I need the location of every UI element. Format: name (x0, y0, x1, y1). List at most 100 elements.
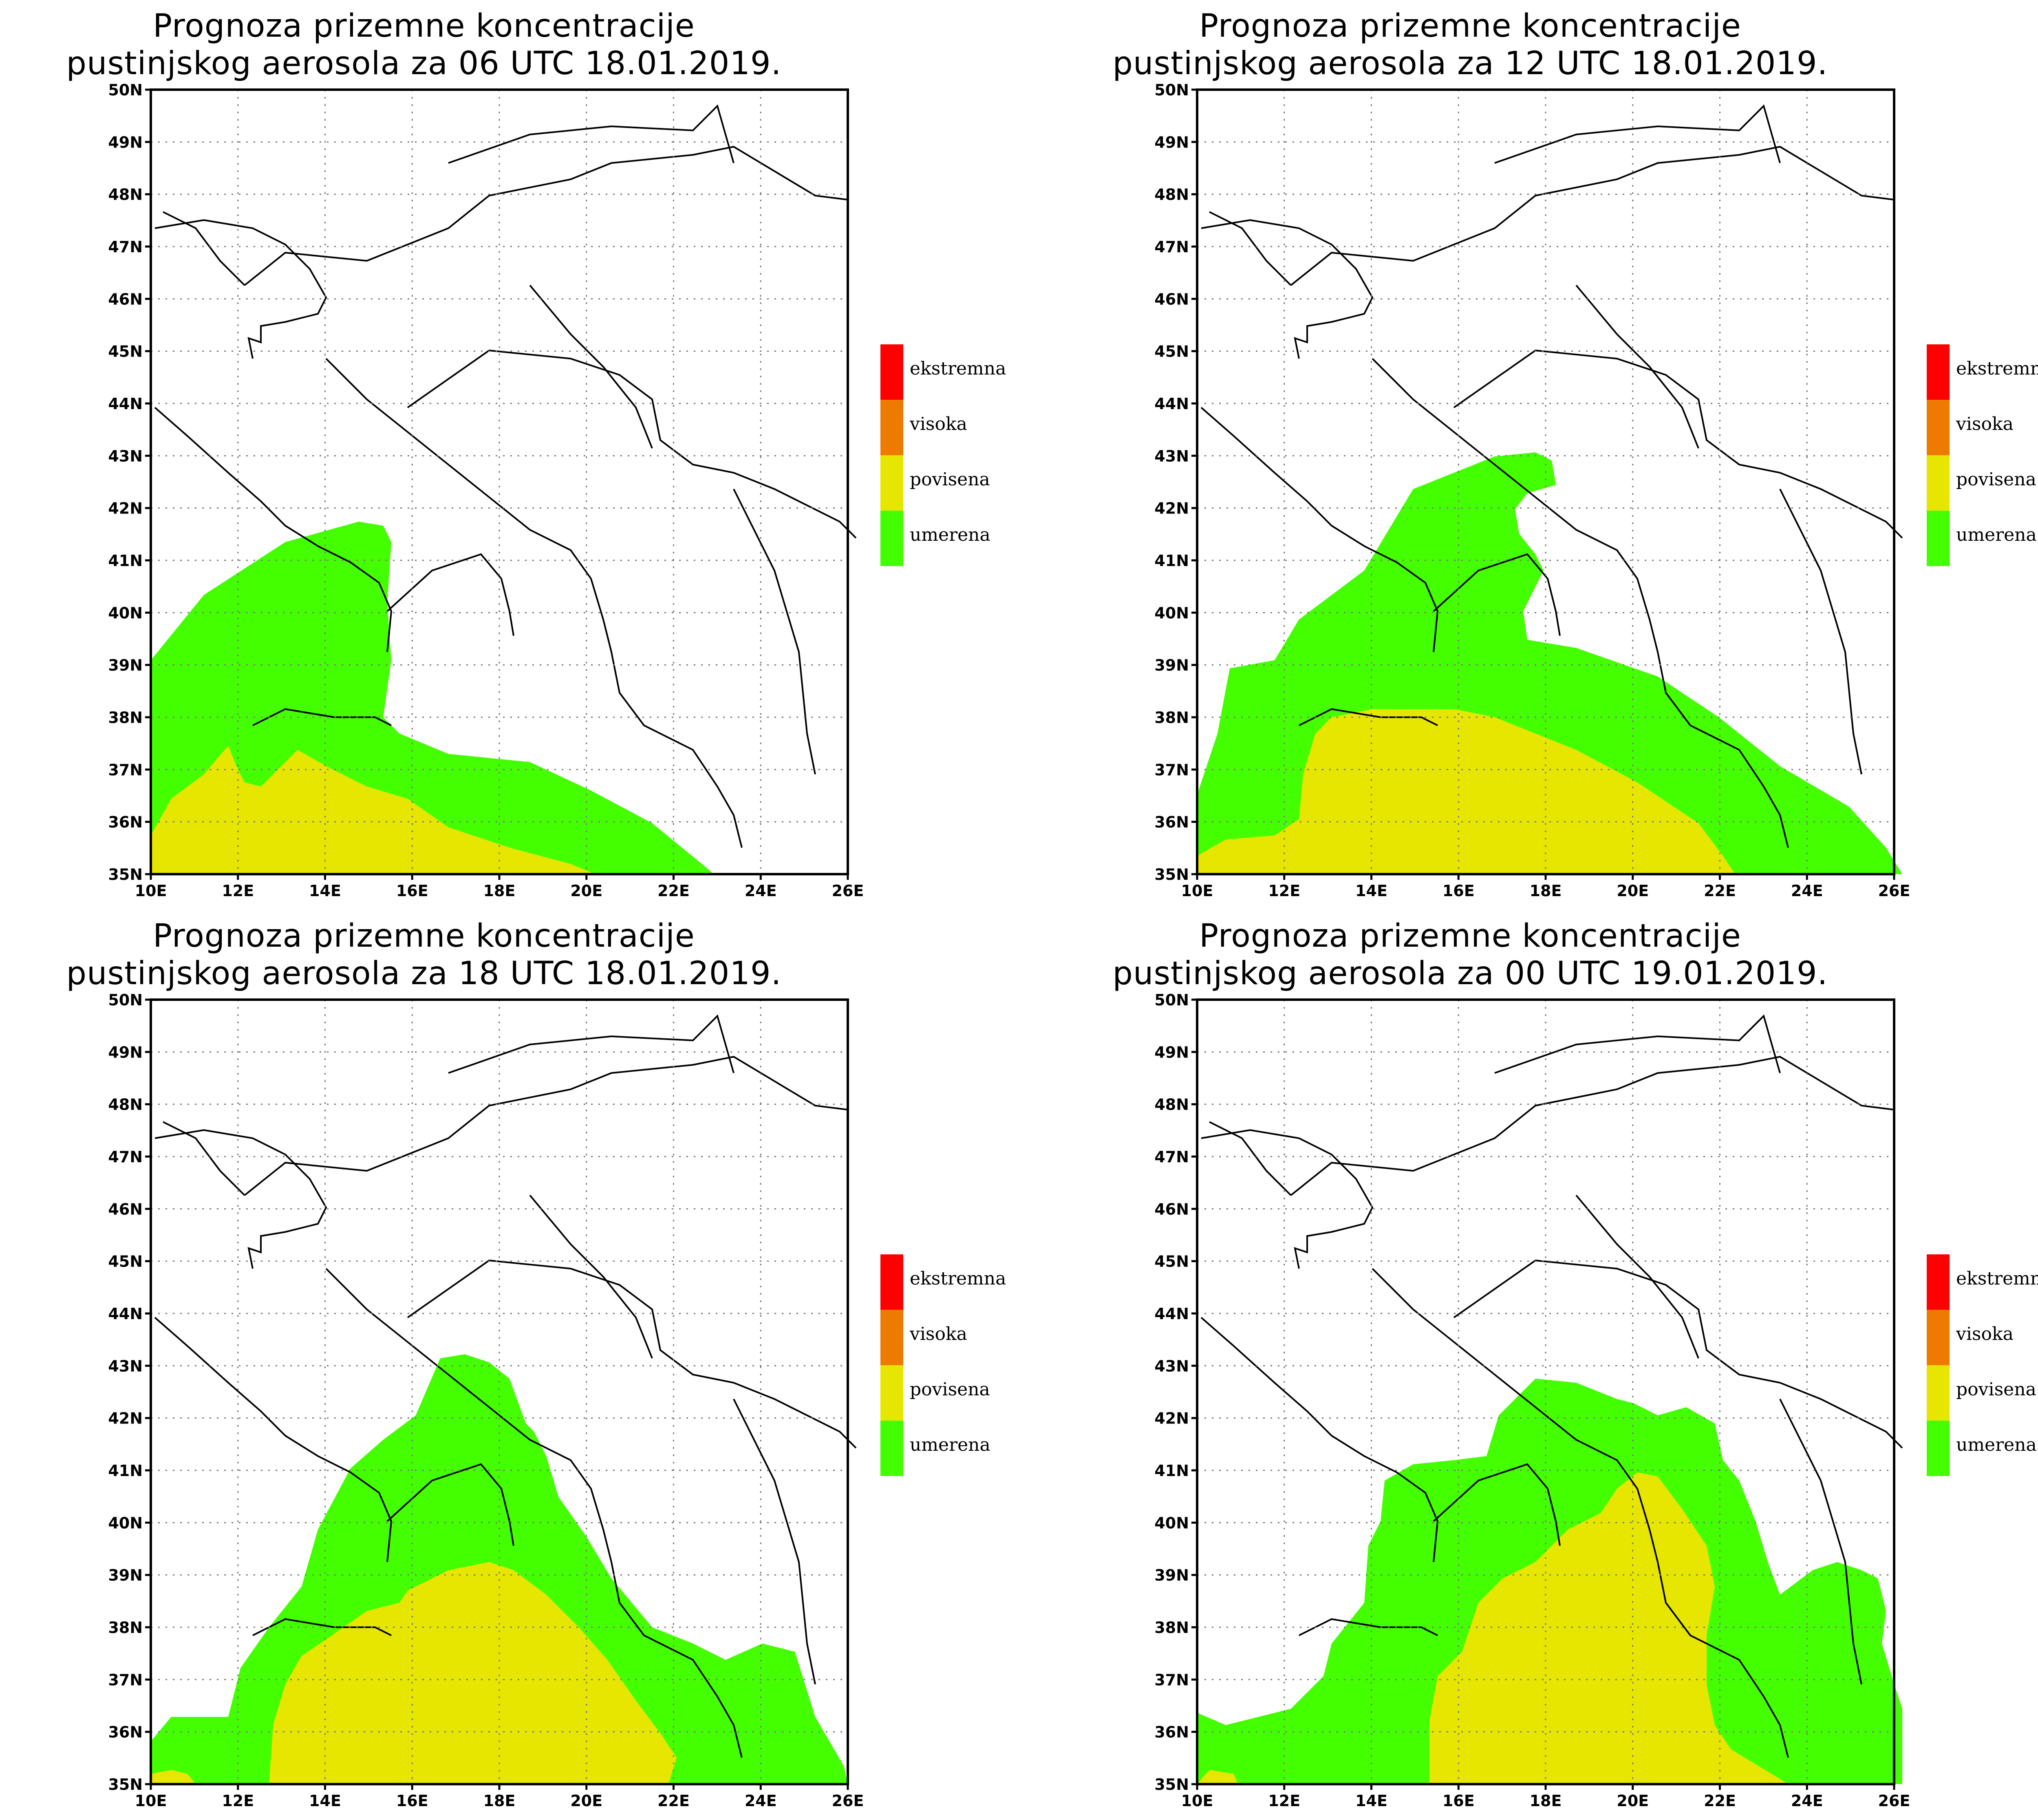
lat-tick-label: 39N (108, 657, 143, 674)
legend-label: povisena (910, 469, 990, 490)
lon-tick-label: 10E (135, 1792, 167, 1810)
legend-item-ekstremna: ekstremna (880, 344, 1052, 400)
lon-tick-label: 18E (1530, 882, 1562, 900)
forecast-panel-06utc: Prognoza prizemne koncentracije pustinjs… (0, 0, 1046, 910)
lat-tick-label: 44N (108, 395, 143, 413)
axis-labels: 50N 49N 48N 47N 46N 45N 44N 43N 42N 41N 40N 39N 38N 3… (108, 991, 864, 1810)
lat-tick-label: 43N (1154, 1357, 1189, 1375)
lon-tick-label: 12E (222, 1792, 254, 1810)
lat-tick-label: 49N (108, 133, 143, 151)
legend-swatch (880, 344, 903, 400)
panel-title: Prognoza prizemne koncentracije pustinjs… (0, 917, 848, 992)
legend-item-visoka: visoka (1927, 400, 2038, 455)
legend-swatch (1927, 511, 1950, 566)
legend-item-visoka: visoka (1927, 1310, 2038, 1365)
axis-labels: 50N 49N 48N 47N 46N 45N 44N 43N 42N 41N 40N 39N 38N 3… (1154, 991, 1910, 1810)
lat-tick-label: 40N (108, 1514, 143, 1532)
lat-tick-label: 44N (1154, 1305, 1189, 1323)
lon-tick-label: 14E (1355, 1792, 1387, 1810)
lat-tick-label: 43N (108, 447, 143, 465)
lat-tick-label: 50N (1154, 81, 1189, 99)
plume-povisena (151, 1562, 677, 1784)
legend-label: ekstremna (1956, 358, 2038, 379)
plume-povisena (1197, 709, 1735, 874)
legend-item-umerena: umerena (880, 1421, 1052, 1476)
lat-tick-label: 41N (108, 552, 143, 570)
map-plot: 50N 49N 48N 47N 46N 45N 44N 43N 42N 41N 40N 39N 38N 3… (108, 81, 864, 900)
lat-tick-label: 40N (108, 604, 143, 622)
legend-swatch (880, 455, 903, 511)
legend-swatch (1927, 400, 1950, 455)
lon-tick-label: 24E (745, 1792, 777, 1810)
legend-item-ekstremna: ekstremna (880, 1254, 1052, 1310)
lon-tick-label: 24E (1791, 1792, 1823, 1810)
panel-title-line2: pustinjskog aerosola za 18 UTC 18.01.201… (66, 955, 782, 992)
legend-item-umerena: umerena (1927, 1421, 2038, 1476)
lon-tick-label: 10E (135, 882, 167, 900)
lat-tick-label: 41N (108, 1462, 143, 1480)
coastlines-borders (1200, 104, 1903, 848)
lat-tick-label: 36N (1154, 813, 1189, 831)
lat-tick-label: 50N (108, 81, 143, 99)
lat-tick-label: 48N (108, 186, 143, 204)
legend-item-povisena: povisena (880, 1365, 1052, 1421)
panel-title-line2: pustinjskog aerosola za 12 UTC 18.01.201… (1112, 45, 1828, 82)
lat-tick-label: 42N (108, 1410, 143, 1428)
lon-tick-label: 12E (1268, 882, 1300, 900)
lon-tick-label: 20E (570, 1792, 602, 1810)
lon-tick-label: 24E (1791, 882, 1823, 900)
lat-tick-label: 38N (1154, 709, 1189, 727)
lat-tick-label: 40N (1154, 604, 1189, 622)
lat-tick-label: 47N (1154, 1148, 1189, 1166)
lat-tick-label: 36N (1154, 1723, 1189, 1741)
panel-title: Prognoza prizemne koncentracije pustinjs… (1046, 7, 1894, 82)
legend-swatch (1927, 455, 1950, 511)
lon-tick-label: 20E (1617, 882, 1649, 900)
lon-tick-label: 12E (1268, 1792, 1300, 1810)
lat-tick-label: 35N (1154, 866, 1189, 884)
legend-label: visoka (1956, 1324, 2014, 1344)
legend-item-povisena: povisena (1927, 1365, 2038, 1421)
lat-tick-label: 37N (108, 761, 143, 779)
legend-label: povisena (1956, 469, 2036, 490)
lon-tick-label: 22E (657, 1792, 690, 1810)
panel-title: Prognoza prizemne koncentracije pustinjs… (0, 7, 848, 82)
legend-label: umerena (1956, 524, 2037, 545)
axis-labels: 50N 49N 48N 47N 46N 45N 44N 43N 42N 41N 40N 39N 38N 3… (108, 81, 864, 900)
lat-tick-label: 40N (1154, 1514, 1189, 1532)
lon-tick-label: 22E (1704, 1792, 1736, 1810)
legend-item-visoka: visoka (880, 1310, 1052, 1365)
lat-tick-label: 43N (1154, 447, 1189, 465)
lat-tick-label: 41N (1154, 552, 1189, 570)
lat-tick-label: 47N (1154, 238, 1189, 256)
legend-label: umerena (1956, 1434, 2037, 1455)
lat-tick-label: 48N (1154, 186, 1189, 204)
legend-swatch (1927, 344, 1950, 400)
lon-tick-label: 26E (832, 882, 864, 900)
panel-title-line1: Prognoza prizemne koncentracije (1199, 918, 1741, 954)
lat-tick-label: 45N (108, 1253, 143, 1271)
lon-tick-label: 24E (745, 882, 777, 900)
lat-tick-label: 45N (1154, 343, 1189, 361)
plume-povisena (1197, 1472, 1788, 1784)
lon-tick-label: 26E (1878, 882, 1910, 900)
lat-tick-label: 50N (108, 991, 143, 1009)
lat-tick-label: 36N (108, 1723, 143, 1741)
lon-tick-label: 14E (309, 1792, 341, 1810)
legend-item-povisena: povisena (880, 455, 1052, 511)
legend-item-visoka: visoka (880, 400, 1052, 455)
lat-tick-label: 37N (108, 1671, 143, 1689)
legend-swatch (1927, 1421, 1950, 1476)
lat-tick-label: 44N (108, 1305, 143, 1323)
legend-swatch (880, 400, 903, 455)
forecast-panel-18utc: Prognoza prizemne koncentracije pustinjs… (0, 910, 1046, 1820)
legend-swatch (1927, 1254, 1950, 1310)
panel-title-line2: pustinjskog aerosola za 06 UTC 18.01.201… (66, 45, 782, 82)
legend-swatch (1927, 1365, 1950, 1421)
lon-tick-label: 14E (1355, 882, 1387, 900)
legend-swatch (880, 1365, 903, 1421)
lon-tick-label: 16E (396, 882, 428, 900)
forecast-panel-00utc: Prognoza prizemne koncentracije pustinjs… (1046, 910, 2038, 1820)
lon-tick-label: 16E (396, 1792, 428, 1810)
lat-tick-label: 43N (108, 1357, 143, 1375)
